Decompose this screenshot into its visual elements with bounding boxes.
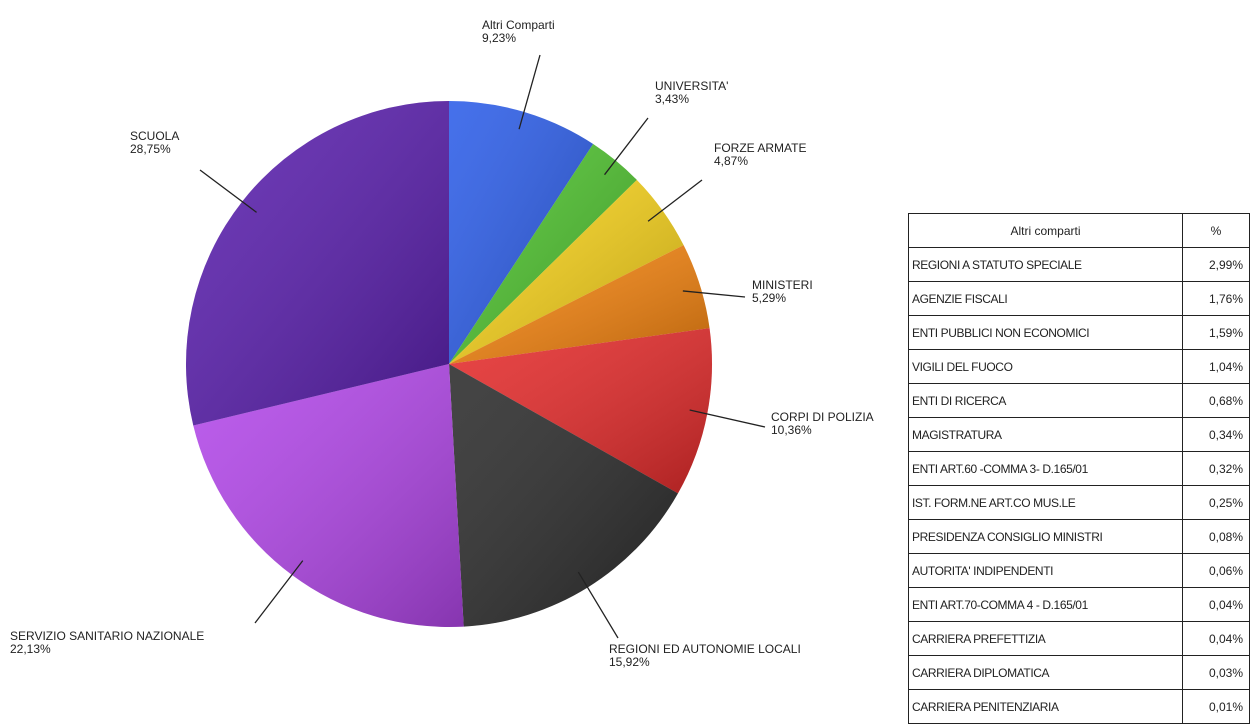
slice-value-label: 22,13% bbox=[10, 642, 51, 656]
row-pct: 1,76% bbox=[1182, 281, 1250, 316]
row-name: ENTI DI RICERCA bbox=[908, 383, 1183, 418]
row-pct: 0,04% bbox=[1182, 621, 1250, 656]
row-name: VIGILI DEL FUOCO bbox=[908, 349, 1183, 384]
leader-line bbox=[254, 560, 304, 624]
slice-label: CORPI DI POLIZIA bbox=[771, 410, 874, 424]
row-pct: 0,25% bbox=[1182, 485, 1250, 520]
row-name: CARRIERA PREFETTIZIA bbox=[908, 621, 1183, 656]
table-row: ENTI DI RICERCA 0,68% bbox=[908, 383, 1250, 418]
slice-label: UNIVERSITA' bbox=[655, 79, 728, 93]
row-name: AGENZIE FISCALI bbox=[908, 281, 1183, 316]
pie-slice-shading bbox=[449, 101, 594, 364]
table-row: AGENZIE FISCALI 1,76% bbox=[908, 281, 1250, 316]
header-name: Altri comparti bbox=[908, 213, 1183, 248]
row-name: AUTORITA' INDIPENDENTI bbox=[908, 553, 1183, 588]
row-name: CARRIERA DIPLOMATICA bbox=[908, 655, 1183, 690]
slice-label: Altri Comparti bbox=[482, 18, 555, 32]
leader-line bbox=[682, 290, 746, 298]
table-row: ENTI PUBBLICI NON ECONOMICI 1,59% bbox=[908, 315, 1250, 350]
row-pct: 0,32% bbox=[1182, 451, 1250, 486]
pie-slice-shading bbox=[193, 364, 464, 627]
row-name: CARRIERA PENITENZIARIA bbox=[908, 689, 1183, 724]
table-row: IST. FORM.NE ART.CO MUS.LE 0,25% bbox=[908, 485, 1250, 520]
leader-line bbox=[647, 179, 703, 222]
table-row: ENTI ART.60 -COMMA 3- D.165/01 0,32% bbox=[908, 451, 1250, 486]
row-name: ENTI ART.60 -COMMA 3- D.165/01 bbox=[908, 451, 1183, 486]
row-pct: 0,03% bbox=[1182, 655, 1250, 690]
pie-slice-shading bbox=[449, 245, 710, 364]
slice-value-label: 4,87% bbox=[714, 154, 748, 168]
table-row: ENTI ART.70-COMMA 4 - D.165/01 0,04% bbox=[908, 587, 1250, 622]
leader-line bbox=[689, 409, 766, 428]
row-pct: 0,01% bbox=[1182, 689, 1250, 724]
pie-slice-shading bbox=[449, 144, 637, 364]
row-pct: 1,04% bbox=[1182, 349, 1250, 384]
row-pct: 2,99% bbox=[1182, 247, 1250, 282]
slice-label: SCUOLA bbox=[130, 129, 179, 143]
leader-line bbox=[518, 54, 541, 130]
slice-value-label: 9,23% bbox=[482, 31, 516, 45]
leader-line bbox=[577, 571, 619, 639]
row-pct: 0,08% bbox=[1182, 519, 1250, 554]
row-name: MAGISTRATURA bbox=[908, 417, 1183, 452]
row-pct: 0,34% bbox=[1182, 417, 1250, 452]
row-name: PRESIDENZA CONSIGLIO MINISTRI bbox=[908, 519, 1183, 554]
slice-value-label: 5,29% bbox=[752, 291, 786, 305]
breakdown-table: Altri comparti % REGIONI A STATUTO SPECI… bbox=[908, 213, 1250, 724]
pie-slice-shading bbox=[449, 364, 678, 627]
slice-value-label: 28,75% bbox=[130, 142, 171, 156]
slice-label: MINISTERI bbox=[752, 278, 813, 292]
row-pct: 0,04% bbox=[1182, 587, 1250, 622]
row-pct: 0,68% bbox=[1182, 383, 1250, 418]
pie-slice-shading bbox=[449, 328, 712, 494]
row-name: IST. FORM.NE ART.CO MUS.LE bbox=[908, 485, 1183, 520]
table-row: CARRIERA PREFETTIZIA 0,04% bbox=[908, 621, 1250, 656]
row-name: ENTI PUBBLICI NON ECONOMICI bbox=[908, 315, 1183, 350]
table-header-row: Altri comparti % bbox=[908, 213, 1250, 248]
header-pct: % bbox=[1182, 213, 1250, 248]
pie-slice-shading bbox=[449, 179, 684, 364]
table-row: PRESIDENZA CONSIGLIO MINISTRI 0,08% bbox=[908, 519, 1250, 554]
leader-line bbox=[604, 117, 649, 176]
slice-label: SERVIZIO SANITARIO NAZIONALE bbox=[10, 629, 204, 643]
table-row: CARRIERA DIPLOMATICA 0,03% bbox=[908, 655, 1250, 690]
row-pct: 0,06% bbox=[1182, 553, 1250, 588]
table-row: CARRIERA PENITENZIARIA 0,01% bbox=[908, 689, 1250, 724]
table-row: REGIONI A STATUTO SPECIALE 2,99% bbox=[908, 247, 1250, 282]
slice-label: FORZE ARMATE bbox=[714, 141, 806, 155]
slice-value-label: 10,36% bbox=[771, 423, 812, 437]
row-name: REGIONI A STATUTO SPECIALE bbox=[908, 247, 1183, 282]
table-row: MAGISTRATURA 0,34% bbox=[908, 417, 1250, 452]
slice-value-label: 3,43% bbox=[655, 92, 689, 106]
slice-label: REGIONI ED AUTONOMIE LOCALI bbox=[609, 642, 801, 656]
slice-value-label: 15,92% bbox=[609, 655, 650, 669]
pie-slice-shading bbox=[186, 101, 449, 426]
leader-line bbox=[199, 169, 257, 213]
row-pct: 1,59% bbox=[1182, 315, 1250, 350]
row-name: ENTI ART.70-COMMA 4 - D.165/01 bbox=[908, 587, 1183, 622]
table-row: AUTORITA' INDIPENDENTI 0,06% bbox=[908, 553, 1250, 588]
table-row: VIGILI DEL FUOCO 1,04% bbox=[908, 349, 1250, 384]
